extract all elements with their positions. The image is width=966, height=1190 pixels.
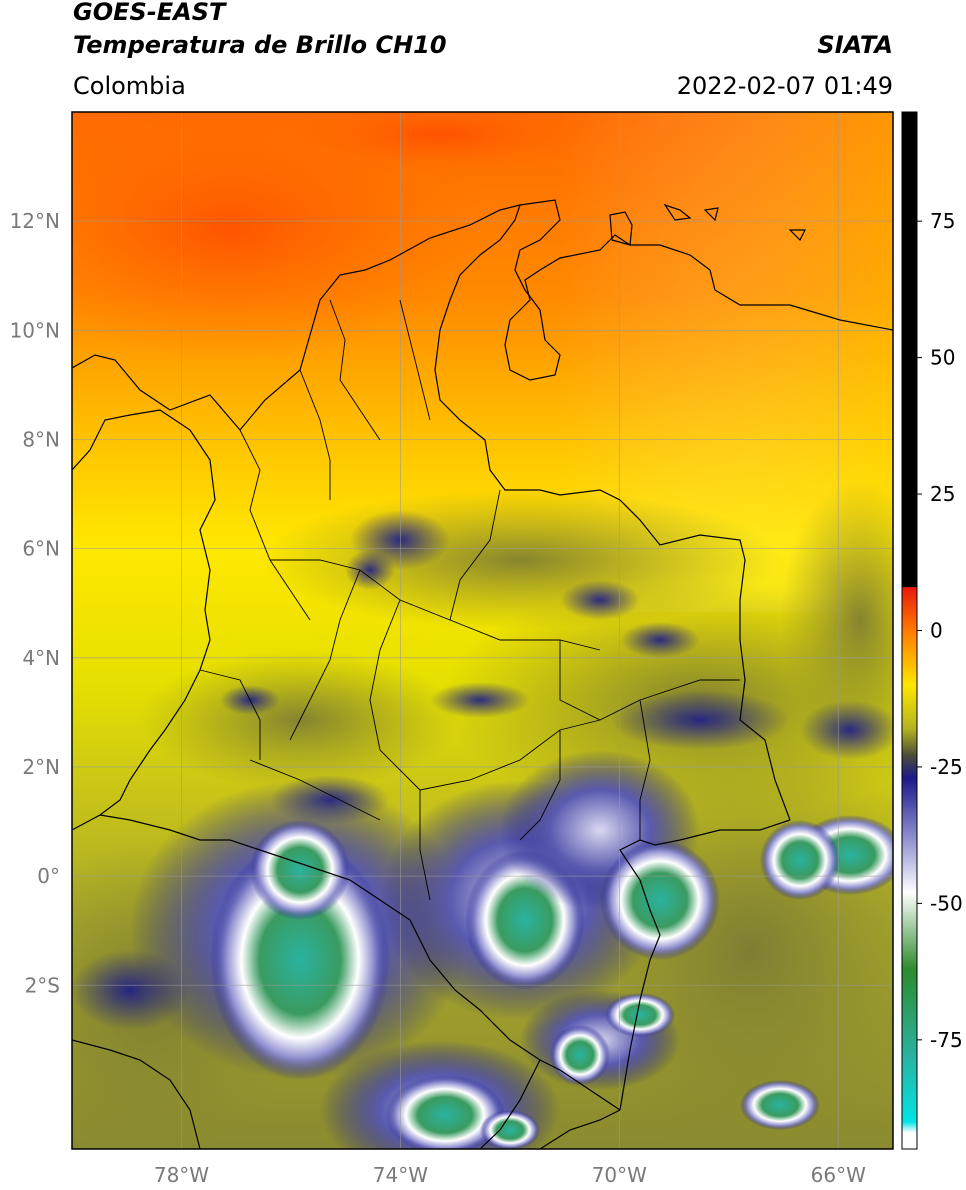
agency-label: SIATA xyxy=(817,31,893,59)
graticule xyxy=(72,112,893,1149)
lon-tick-label: 70°W xyxy=(592,1163,647,1187)
longitude-labels: 78°W 74°W 70°W 66°W xyxy=(154,1163,866,1187)
latitude-labels: 12°N 10°N 8°N 6°N 4°N 2°N 0° 2°S xyxy=(10,209,60,997)
map-frame xyxy=(71,111,894,1150)
lat-tick-label: 6°N xyxy=(22,537,60,561)
caribbean-coastline xyxy=(72,199,893,431)
lat-tick-label: 2°S xyxy=(25,973,60,997)
brazil-peru-border xyxy=(539,1109,621,1149)
region-label: Colombia xyxy=(73,72,186,100)
lat-tick-label: 12°N xyxy=(10,209,60,233)
lat-tick-label: 4°N xyxy=(22,646,60,670)
ecuador-inland-border xyxy=(72,1039,201,1149)
colorbar-tick-label: 0 xyxy=(930,619,943,643)
lat-tick-label: 2°N xyxy=(22,755,60,779)
brightness-temperature-field xyxy=(72,112,893,1149)
lat-tick-label: 0° xyxy=(37,864,60,888)
colorbar-tick-label: -25 xyxy=(930,755,963,779)
product-title: Temperatura de Brillo CH10 xyxy=(73,31,447,59)
datetime-label: 2022-02-07 01:49 xyxy=(676,72,893,100)
borders xyxy=(72,199,893,1149)
islands xyxy=(609,203,806,246)
colombia-brazil-border xyxy=(619,819,791,1111)
lon-tick-label: 74°W xyxy=(373,1163,428,1187)
lon-tick-label: 78°W xyxy=(154,1163,209,1187)
lon-tick-label: 66°W xyxy=(811,1163,866,1187)
colombia-venezuela-border xyxy=(434,204,791,821)
lat-tick-label: 8°N xyxy=(22,427,60,451)
colorbar xyxy=(902,112,917,1149)
colorbar-tick-label: 25 xyxy=(930,482,955,506)
colorbar-tick-label: -50 xyxy=(930,891,963,915)
peru-border xyxy=(479,1059,541,1149)
pacific-coastline xyxy=(72,409,216,831)
colorbar-tick-label: 50 xyxy=(930,346,955,370)
satellite-title: GOES-EAST xyxy=(73,0,226,26)
colorbar-ticks: 75 50 25 0 -25 -50 -75 xyxy=(917,209,963,1052)
colorbar-tick-label: 75 xyxy=(930,209,955,233)
department-borders xyxy=(199,299,740,901)
colorbar-tick-label: -75 xyxy=(930,1028,963,1052)
lat-tick-label: 10°N xyxy=(10,318,60,342)
